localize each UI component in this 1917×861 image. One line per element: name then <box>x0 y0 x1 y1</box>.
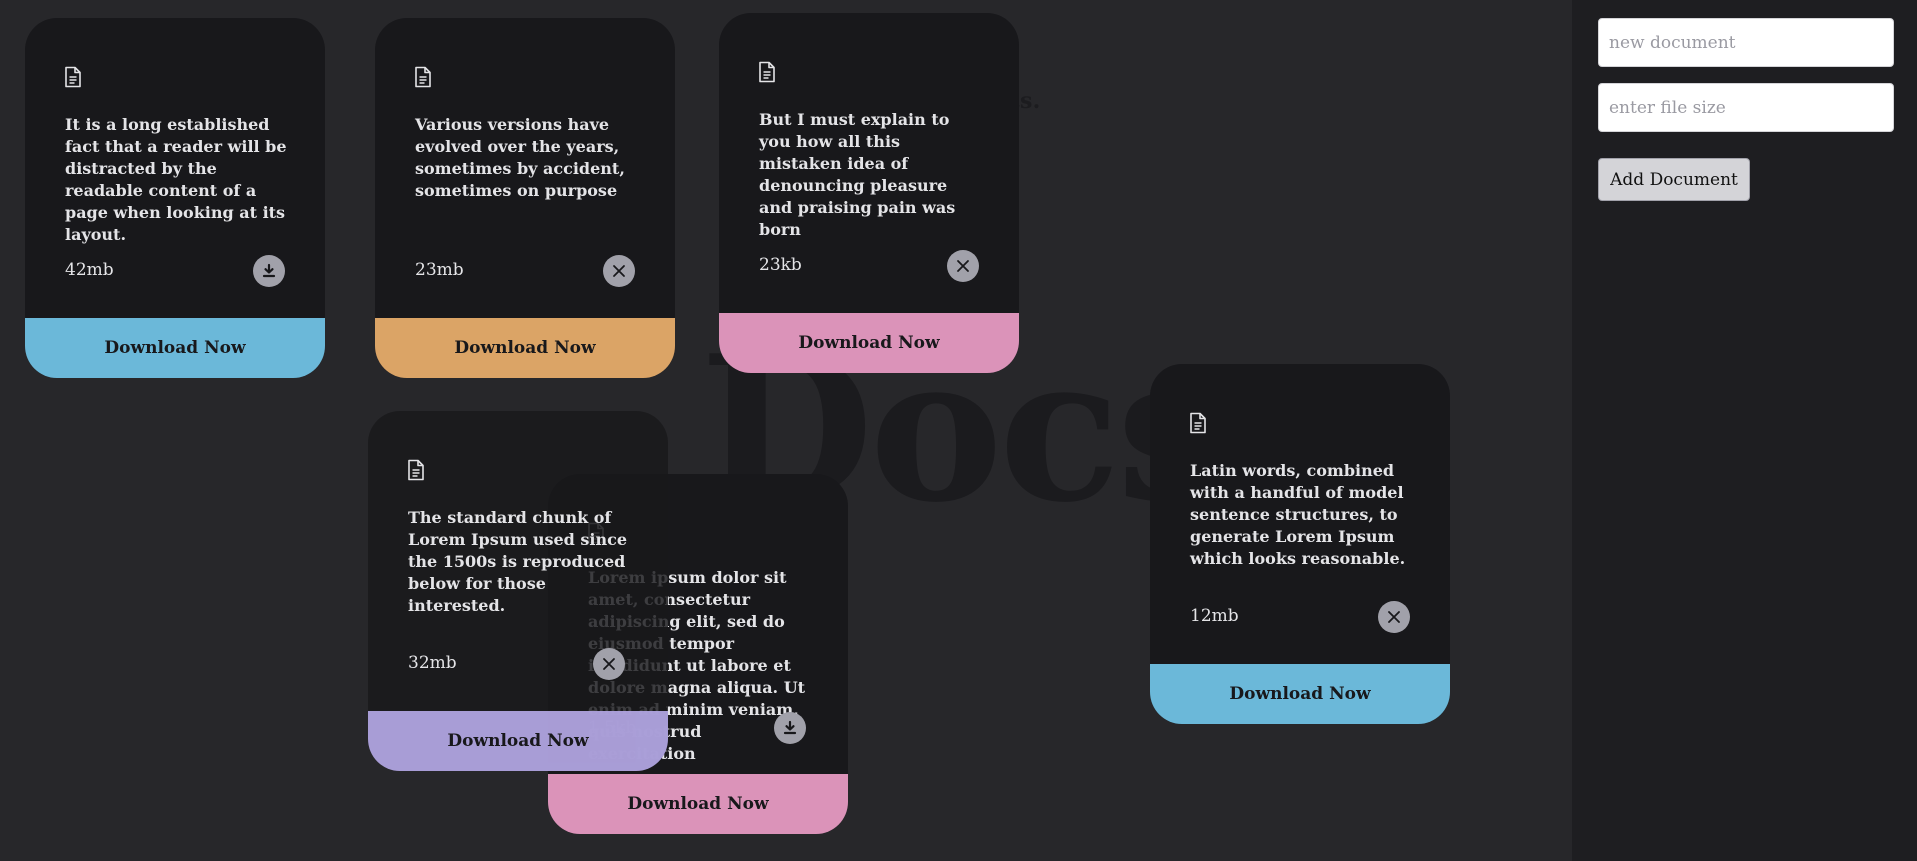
close-icon <box>613 265 625 277</box>
download-now-button[interactable]: Download Now <box>548 774 848 834</box>
download-now-button[interactable]: Download Now <box>368 711 668 771</box>
download-icon <box>262 263 276 278</box>
file-size: 32mb <box>408 653 457 673</box>
document-card[interactable]: But I must explain to you how all this m… <box>719 13 1019 373</box>
close-button[interactable] <box>593 648 625 680</box>
file-size: 12mb <box>1190 606 1239 626</box>
close-button[interactable] <box>1378 601 1410 633</box>
document-description: Latin words, combined with a handful of … <box>1190 461 1406 568</box>
close-button[interactable] <box>603 255 635 287</box>
document-description: It is a long established fact that a rea… <box>65 115 287 244</box>
document-icon <box>65 66 81 88</box>
download-now-button[interactable]: Download Now <box>25 318 325 378</box>
download-now-button[interactable]: Download Now <box>375 318 675 378</box>
document-card[interactable]: The standard chunk of Lorem Ipsum used s… <box>368 411 668 771</box>
close-icon <box>603 658 615 670</box>
download-button[interactable] <box>774 712 806 744</box>
document-card[interactable]: It is a long established fact that a rea… <box>25 18 325 378</box>
file-size: 42mb <box>65 260 114 280</box>
close-icon <box>1388 611 1400 623</box>
document-icon <box>415 66 431 88</box>
document-description: Various versions have evolved over the y… <box>415 115 625 200</box>
add-document-button[interactable]: Add Document <box>1598 158 1750 201</box>
download-button[interactable] <box>253 255 285 287</box>
download-now-button[interactable]: Download Now <box>719 313 1019 373</box>
file-size: 23mb <box>415 260 464 280</box>
download-now-button[interactable]: Download Now <box>1150 664 1450 724</box>
document-description: The standard chunk of Lorem Ipsum used s… <box>408 508 628 615</box>
close-icon <box>957 260 969 272</box>
document-card[interactable]: Various versions have evolved over the y… <box>375 18 675 378</box>
documents-board: Documents. Docs It is a long established… <box>25 13 1450 834</box>
add-document-sidebar: Add Document <box>1572 0 1917 861</box>
download-icon <box>783 720 797 735</box>
document-icon <box>1190 412 1206 434</box>
document-card[interactable]: Latin words, combined with a handful of … <box>1150 364 1450 724</box>
file-size-input[interactable] <box>1598 83 1894 132</box>
document-icon <box>408 459 424 481</box>
document-description: But I must explain to you how all this m… <box>759 110 956 239</box>
close-button[interactable] <box>947 250 979 282</box>
new-document-input[interactable] <box>1598 18 1894 67</box>
document-icon <box>759 61 775 83</box>
file-size: 23kb <box>759 255 802 275</box>
